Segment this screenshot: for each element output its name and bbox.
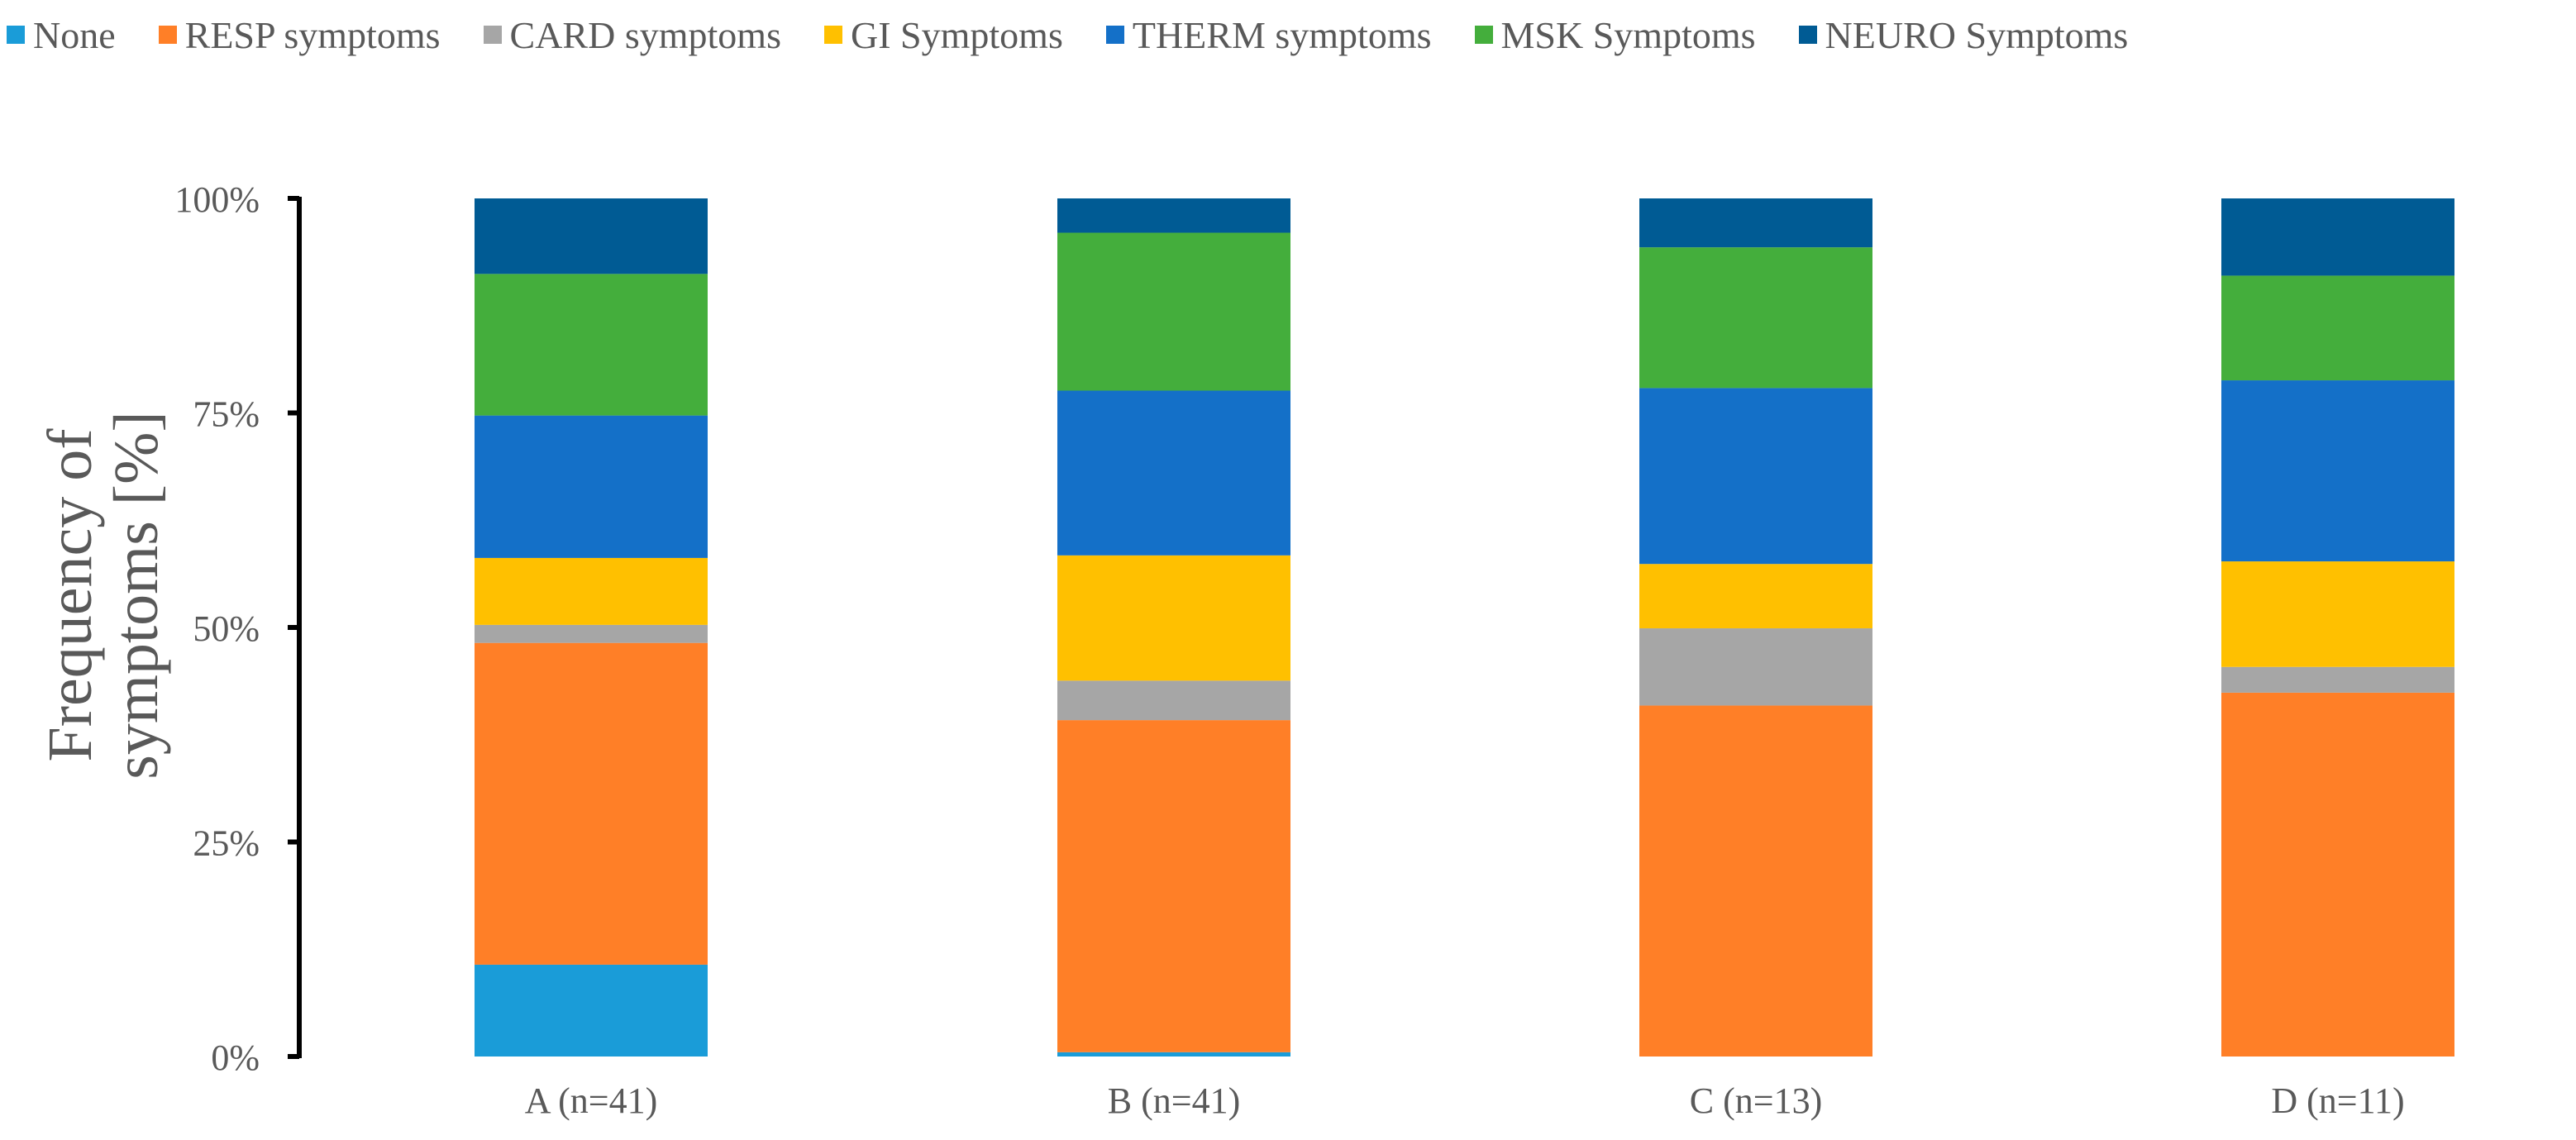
- segment-neuro-symptoms: [1057, 198, 1290, 233]
- bar-b-n-41: [1057, 198, 1290, 1057]
- segment-resp-symptoms: [475, 642, 708, 965]
- legend-item-neuro-symptoms: NEURO Symptoms: [1798, 13, 2129, 57]
- legend-item-msk-symptoms: MSK Symptoms: [1474, 13, 1756, 57]
- legend-label: RESP symptoms: [184, 13, 441, 56]
- segment-card-symptoms: [1057, 680, 1290, 721]
- legend-swatch: [1798, 26, 1817, 44]
- y-tick-label: 50%: [193, 608, 260, 649]
- legend: None RESP symptoms CARD symptoms GI Symptom…: [7, 8, 2171, 61]
- segment-card-symptoms: [2221, 666, 2454, 693]
- legend-label: MSK Symptoms: [1500, 13, 1756, 56]
- segment-gi-symptoms: [1639, 564, 1872, 629]
- legend-label: None: [33, 13, 116, 56]
- segment-none: [1057, 1052, 1290, 1057]
- segment-card-symptoms: [1639, 628, 1872, 706]
- y-tick-label: 75%: [193, 394, 260, 435]
- segment-gi-symptoms: [2221, 561, 2454, 667]
- legend-label: CARD symptoms: [509, 13, 781, 56]
- legend-swatch: [823, 26, 842, 44]
- legend-label: GI Symptoms: [850, 13, 1063, 56]
- x-tick-label: A (n=41): [525, 1080, 657, 1121]
- legend-label: THERM symptoms: [1132, 13, 1432, 56]
- y-tick-label: 0%: [211, 1037, 260, 1078]
- segment-msk-symptoms: [1057, 232, 1290, 391]
- y-tick-label: 100%: [174, 179, 260, 220]
- segment-msk-symptoms: [2221, 275, 2454, 381]
- legend-item-gi-symptoms: GI Symptoms: [823, 13, 1063, 57]
- bars-group: [475, 198, 2454, 1057]
- segment-card-symptoms: [475, 624, 708, 643]
- legend-swatch: [1474, 26, 1493, 44]
- legend-swatch: [483, 26, 502, 44]
- x-tick-label: B (n=41): [1108, 1080, 1240, 1121]
- segment-therm-symptoms: [475, 415, 708, 558]
- segment-neuro-symptoms: [2221, 198, 2454, 276]
- bar-d-n-11: [2221, 198, 2454, 1057]
- segment-resp-symptoms: [1057, 720, 1290, 1052]
- y-tick-label: 25%: [193, 823, 260, 864]
- segment-therm-symptoms: [1057, 390, 1290, 556]
- legend-item-none: None: [7, 13, 116, 57]
- bar-c-n-13: [1639, 198, 1872, 1057]
- segment-none: [475, 964, 708, 1057]
- legend-item-therm-symptoms: THERM symptoms: [1105, 13, 1432, 57]
- legend-label: NEURO Symptoms: [1825, 13, 2129, 56]
- segment-therm-symptoms: [1639, 388, 1872, 565]
- segment-msk-symptoms: [475, 274, 708, 416]
- segment-resp-symptoms: [2221, 692, 2454, 1057]
- x-tick-label: C (n=13): [1690, 1080, 1822, 1121]
- segment-gi-symptoms: [475, 557, 708, 625]
- bar-a-n-41: [475, 198, 708, 1057]
- legend-swatch: [158, 26, 177, 44]
- legend-item-resp-symptoms: RESP symptoms: [158, 13, 441, 57]
- x-tick-label: D (n=11): [2271, 1080, 2404, 1121]
- legend-swatch: [7, 26, 25, 44]
- segment-msk-symptoms: [1639, 247, 1872, 389]
- segment-resp-symptoms: [1639, 705, 1872, 1057]
- segment-gi-symptoms: [1057, 555, 1290, 681]
- legend-swatch: [1105, 26, 1124, 44]
- segment-neuro-symptoms: [475, 198, 708, 274]
- axes-group: 0% 25% 50% 75% 100% A (n=41) B (n=41) C (n=13) D…: [174, 179, 2404, 1121]
- segment-therm-symptoms: [2221, 380, 2454, 562]
- segment-neuro-symptoms: [1639, 198, 1872, 248]
- legend-item-card-symptoms: CARD symptoms: [483, 13, 781, 57]
